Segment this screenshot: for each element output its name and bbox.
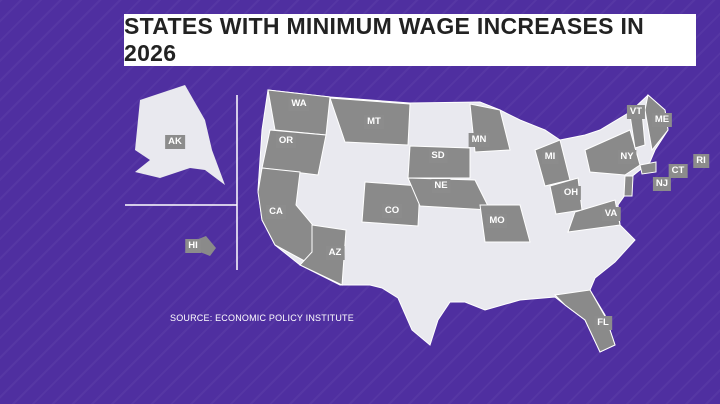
title-box: STATES WITH MINIMUM WAGE INCREASES IN 20…: [124, 13, 696, 66]
state-label: FL: [594, 316, 612, 330]
hawaii: [196, 236, 216, 256]
state-label: SD: [428, 149, 448, 163]
state-label: VA: [601, 207, 621, 221]
state-label: RI: [693, 154, 709, 168]
state-label: CT: [668, 164, 688, 178]
state-label: NY: [617, 150, 637, 164]
title: STATES WITH MINIMUM WAGE INCREASES IN 20…: [124, 13, 645, 66]
state-label: CA: [266, 205, 286, 219]
state-label: MN: [468, 133, 490, 147]
state-label: AZ: [325, 246, 345, 260]
state: [299, 224, 347, 286]
state-label: OR: [275, 134, 297, 148]
state: [639, 161, 657, 175]
state-label: NE: [431, 179, 451, 193]
state-label: HI: [185, 239, 201, 253]
state: [623, 175, 634, 197]
state: [553, 289, 616, 353]
state-label: MT: [364, 115, 384, 129]
source: SOURCE: ECONOMIC POLICY INSTITUTE: [170, 313, 354, 323]
state-label: AK: [165, 135, 185, 149]
state-label: NJ: [652, 177, 672, 191]
state-label: VT: [626, 105, 646, 119]
state-label: OH: [560, 186, 582, 200]
state-label: MO: [486, 214, 508, 228]
state-label: WA: [288, 97, 310, 111]
state-label: MI: [541, 150, 559, 164]
state-label: CO: [381, 204, 403, 218]
us-outline: [257, 89, 669, 353]
state-label: ME: [651, 113, 673, 127]
